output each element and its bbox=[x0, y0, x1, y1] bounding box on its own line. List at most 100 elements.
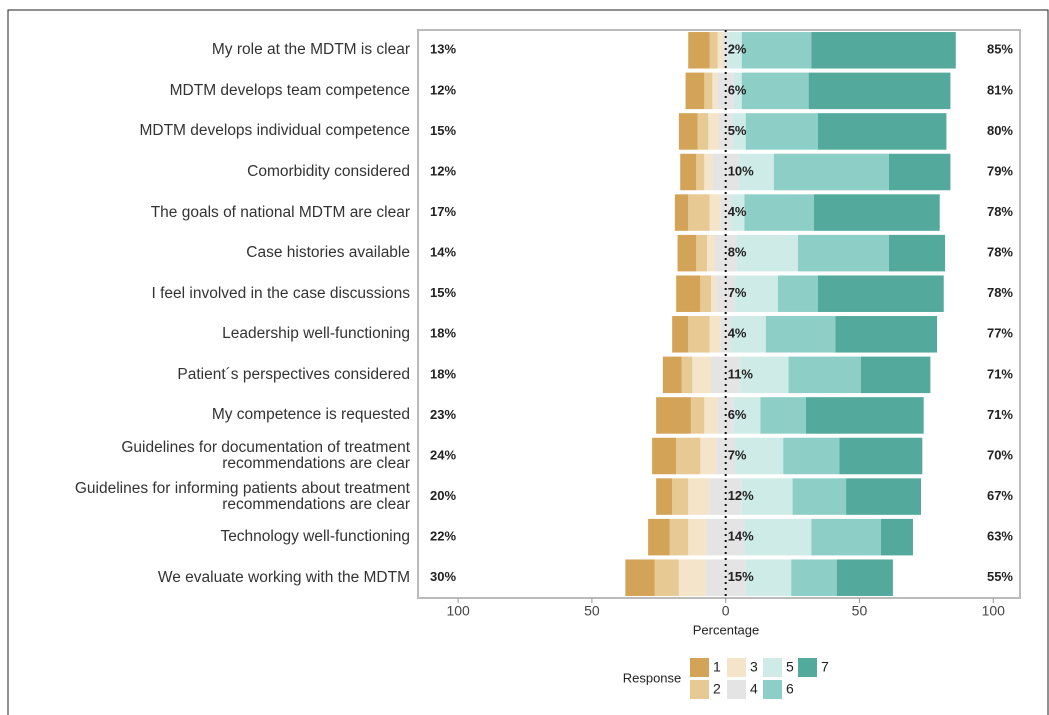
bar-segment bbox=[690, 397, 705, 434]
high-total-label: 71% bbox=[987, 366, 1013, 381]
bar-segment bbox=[811, 518, 881, 556]
bar-segment bbox=[688, 518, 707, 556]
low-total-label: 12% bbox=[430, 82, 456, 97]
legend-label: 5 bbox=[786, 659, 794, 675]
bar-segment bbox=[688, 316, 710, 353]
high-total-label: 81% bbox=[987, 82, 1013, 97]
bar-segment bbox=[688, 194, 710, 231]
bar-segment bbox=[791, 559, 837, 596]
bar-segment bbox=[735, 275, 778, 312]
low-total-label: 17% bbox=[430, 204, 456, 219]
bar-segment bbox=[741, 72, 809, 110]
category-label: MDTM develops individual competence bbox=[139, 122, 410, 140]
low-total-label: 20% bbox=[430, 488, 456, 503]
high-total-label: 63% bbox=[987, 529, 1013, 544]
frame bbox=[7, 9, 1049, 715]
bar-segment bbox=[706, 518, 745, 556]
bar-segment bbox=[741, 32, 812, 69]
bar-segment bbox=[792, 478, 847, 515]
bar-segment bbox=[672, 478, 689, 515]
bar-segment bbox=[808, 72, 951, 110]
bar-segment bbox=[656, 397, 691, 434]
bar-segment bbox=[716, 275, 736, 312]
x-tick-label: 100 bbox=[446, 603, 470, 619]
bar-segment bbox=[720, 316, 732, 353]
bar-segment bbox=[805, 397, 924, 434]
bar-segment bbox=[723, 32, 729, 69]
bar-segment bbox=[719, 113, 733, 150]
bar-segment bbox=[744, 518, 812, 556]
low-total-label: 24% bbox=[430, 447, 456, 462]
bar-segment bbox=[836, 559, 893, 596]
high-total-label: 78% bbox=[987, 245, 1013, 260]
bar-segment bbox=[735, 437, 784, 475]
category-label: My competence is requested bbox=[211, 406, 410, 424]
bar-segment bbox=[710, 356, 741, 394]
bar-segment bbox=[888, 153, 951, 191]
bar-segment bbox=[846, 478, 922, 515]
legend-label: 1 bbox=[713, 659, 721, 675]
high-total-label: 79% bbox=[987, 163, 1013, 178]
x-tick-label: 50 bbox=[852, 603, 868, 619]
category-label: Patient´s perspectives considered bbox=[177, 365, 410, 383]
bar-segment bbox=[688, 478, 710, 515]
bar-segment bbox=[880, 518, 913, 556]
high-total-label: 67% bbox=[987, 488, 1013, 503]
neutral-label: 11% bbox=[728, 366, 754, 381]
bar-segment bbox=[681, 356, 693, 394]
high-total-label: 78% bbox=[987, 285, 1013, 300]
category-label: Guidelines for informing patients about … bbox=[74, 479, 410, 513]
high-total-label: 85% bbox=[987, 42, 1013, 57]
bar-segment bbox=[700, 275, 711, 312]
high-total-label: 55% bbox=[987, 569, 1013, 584]
bar-segment bbox=[672, 316, 689, 353]
bar-segment bbox=[777, 275, 818, 312]
legend-swatch bbox=[763, 658, 782, 677]
bar-segment bbox=[720, 194, 732, 231]
low-total-label: 15% bbox=[430, 123, 456, 138]
bar-segment bbox=[736, 234, 798, 272]
bar-segment bbox=[710, 275, 717, 312]
low-total-label: 18% bbox=[430, 326, 456, 341]
bar-segment bbox=[662, 356, 682, 394]
bar-segment bbox=[676, 437, 701, 475]
low-total-label: 15% bbox=[430, 285, 456, 300]
bar-segment bbox=[741, 478, 793, 515]
bar-segment bbox=[745, 559, 792, 596]
neutral-label: 4% bbox=[728, 204, 747, 219]
bar-segment bbox=[704, 72, 713, 110]
bar-segment bbox=[783, 437, 840, 475]
bar-segment bbox=[811, 32, 956, 69]
bar-segment bbox=[697, 113, 709, 150]
neutral-label: 2% bbox=[728, 42, 747, 57]
low-total-label: 13% bbox=[430, 42, 456, 57]
bar-segment bbox=[817, 113, 947, 150]
bar-segment bbox=[709, 32, 718, 69]
legend-label: 7 bbox=[821, 659, 829, 675]
bar-segment bbox=[760, 397, 806, 434]
bar-segment bbox=[692, 356, 711, 394]
bar-segment bbox=[733, 72, 742, 110]
bar-segment bbox=[839, 437, 923, 475]
neutral-label: 10% bbox=[728, 163, 754, 178]
bar-segment bbox=[797, 234, 889, 272]
category-label: Guidelines for documentation of treatmen… bbox=[121, 439, 410, 472]
category-label: MDTM develops team competence bbox=[169, 81, 410, 99]
bar-segment bbox=[733, 397, 761, 434]
bar-segment bbox=[676, 275, 701, 312]
legend-swatch bbox=[727, 680, 746, 699]
bar-segment bbox=[765, 316, 836, 353]
bar-segment bbox=[708, 113, 719, 150]
bar-segment bbox=[860, 356, 931, 394]
bar-segment bbox=[688, 32, 710, 69]
bar-segment bbox=[709, 194, 721, 231]
bar-segment bbox=[678, 113, 698, 150]
neutral-label: 7% bbox=[728, 447, 747, 462]
low-total-label: 14% bbox=[430, 245, 456, 260]
category-label: We evaluate working with the MDTM bbox=[157, 568, 410, 586]
x-tick-label: 100 bbox=[982, 603, 1006, 619]
bar-segment bbox=[773, 153, 889, 191]
legend-swatch bbox=[798, 658, 817, 677]
legend-swatch bbox=[690, 680, 709, 699]
